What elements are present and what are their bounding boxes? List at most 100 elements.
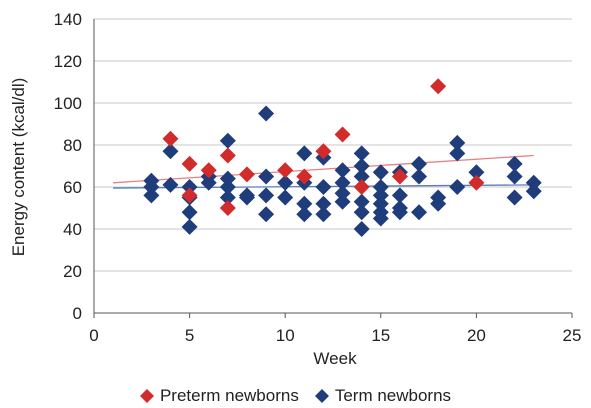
preterm-data-point: [277, 162, 294, 179]
term-data-point: [162, 176, 179, 193]
scatter-chart: 0 20 40 60 80 100 120 140 0 5 10 15 20 25 Week Energ…: [9, 10, 581, 368]
term-data-point: [334, 193, 351, 210]
term-data-point: [219, 189, 236, 206]
term-data-point: [258, 105, 275, 122]
term-data-point: [411, 168, 428, 185]
term-data-point: [506, 155, 523, 172]
term-data-point: [449, 179, 466, 195]
term-data-point: [315, 179, 332, 195]
preterm-trendline: [113, 154, 534, 184]
term-data-point: [296, 145, 313, 162]
term-data-point: [296, 195, 313, 212]
term-data-point: [353, 204, 370, 221]
preterm-data-point: [353, 179, 370, 195]
axes: [93, 19, 573, 318]
term-data-point: [353, 158, 370, 174]
term-data-point: [315, 195, 332, 212]
red-diamond-icon: [139, 389, 154, 403]
term-data-point: [506, 189, 523, 206]
preterm-data-point: [219, 147, 236, 164]
legend-item-term: Term newborns: [314, 386, 452, 406]
x-tick-label: 0: [89, 326, 98, 345]
y-tick-label: 120: [54, 52, 82, 71]
y-tick-label: 60: [63, 178, 82, 197]
term-data-point: [258, 187, 275, 204]
term-data-point: [258, 206, 275, 223]
preterm-data-point: [468, 174, 485, 191]
preterm-data-point: [334, 126, 351, 143]
term-data-point: [372, 195, 389, 212]
term-data-point: [315, 206, 332, 223]
y-tick-label: 40: [63, 220, 82, 239]
term-data-point: [219, 179, 236, 195]
term-data-point: [353, 145, 370, 162]
term-data-point: [277, 189, 294, 206]
x-axis-label: Week: [313, 349, 357, 368]
term-data-point: [258, 168, 275, 185]
term-data-point: [277, 174, 294, 191]
preterm-data-point: [391, 168, 408, 185]
y-tick-label: 140: [54, 10, 82, 29]
preterm-data-point: [162, 130, 179, 147]
term-data-point: [391, 204, 408, 221]
x-tick-label: 10: [276, 326, 295, 345]
term-data-point: [334, 162, 351, 179]
term-data-point: [449, 134, 466, 151]
preterm-data-point: [238, 166, 255, 183]
y-tick-label: 0: [73, 304, 82, 323]
y-tick-label: 20: [63, 262, 82, 281]
preterm-data-point: [430, 78, 447, 95]
legend-item-preterm: Preterm newborns: [139, 386, 299, 406]
legend-label-term: Term newborns: [334, 386, 452, 405]
x-tick-labels: 0 5 10 15 20 25: [89, 326, 581, 345]
term-data-point: [468, 164, 485, 181]
term-data-point: [506, 168, 523, 185]
x-tick-label: 25: [563, 326, 582, 345]
term-data-point: [200, 174, 217, 191]
term-data-point: [411, 155, 428, 172]
term-data-point: [372, 179, 389, 195]
term-data-point: [219, 132, 236, 149]
legend-label-preterm: Preterm newborns: [159, 386, 299, 405]
term-data-point: [219, 170, 236, 187]
term-data-point: [334, 174, 351, 191]
y-tick-label: 80: [63, 136, 82, 155]
term-data-point: [525, 174, 542, 191]
term-data-point: [353, 193, 370, 210]
preterm-data-point: [296, 168, 313, 185]
blue-diamond-icon: [314, 389, 329, 403]
y-tick-label: 100: [54, 94, 82, 113]
term-data-point: [143, 179, 160, 195]
term-data-point: [449, 145, 466, 162]
term-data-point: [372, 210, 389, 227]
preterm-data-point: [200, 162, 217, 179]
term-data-point: [372, 164, 389, 181]
preterm-data-point: [181, 187, 198, 204]
term-data-point: [296, 206, 313, 223]
x-tick-label: 20: [467, 326, 486, 345]
preterm-data-point: [219, 200, 236, 216]
x-tick-label: 15: [371, 326, 390, 345]
term-data-point: [181, 179, 198, 195]
term-data-point: [525, 183, 542, 200]
term-data-point: [162, 143, 179, 160]
y-axis-label: Energy content (kcal/dl): [9, 78, 28, 257]
legend: Preterm newborns Term newborns: [0, 384, 591, 408]
grid-lines: [94, 18, 572, 272]
preterm-data-point: [315, 143, 332, 160]
term-data-point: [391, 187, 408, 204]
term-data-point: [181, 218, 198, 235]
y-tick-labels: 0 20 40 60 80 100 120 140: [54, 10, 82, 323]
term-data-point: [143, 187, 160, 204]
term-data-point: [411, 204, 428, 221]
term-data-point: [430, 195, 447, 212]
preterm-data-point: [181, 155, 198, 172]
term-data-point: [238, 189, 255, 206]
term-data-point: [372, 187, 389, 204]
term-data-point: [353, 168, 370, 185]
term-data-point: [181, 204, 198, 221]
term-data-point: [353, 221, 370, 237]
term-data-point: [334, 185, 351, 202]
x-tick-label: 5: [185, 326, 194, 345]
data-points: [143, 78, 542, 237]
